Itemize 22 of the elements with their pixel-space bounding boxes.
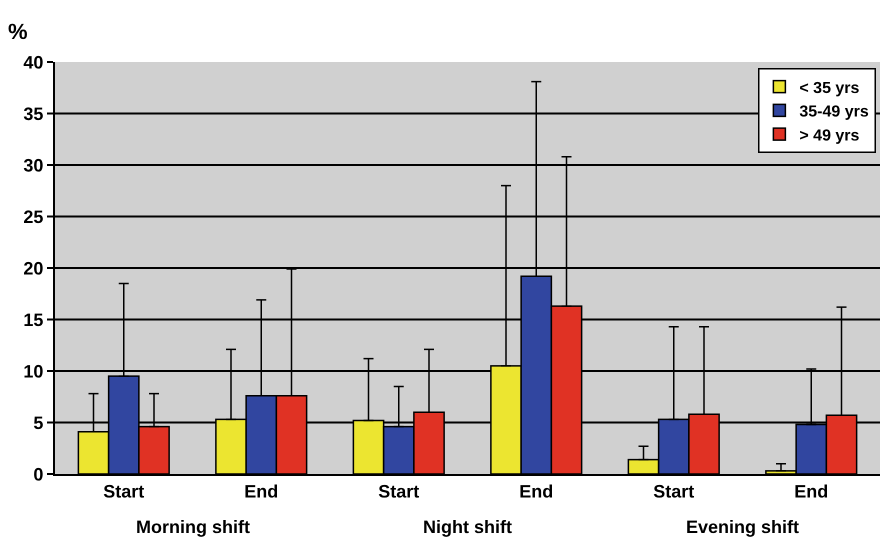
- x-tick-label: Start: [653, 482, 694, 502]
- y-tick-label: 5: [33, 412, 44, 433]
- text: Night shift: [423, 517, 512, 537]
- legend-label: > 49 yrs: [799, 127, 860, 144]
- x-tick-label: Start: [378, 482, 420, 502]
- text: Morning shift: [136, 517, 250, 537]
- legend-label: < 35 yrs: [799, 80, 860, 97]
- y-tick-label: 10: [23, 361, 44, 382]
- x-tick-label: End: [519, 482, 554, 502]
- legend-label: 35-49 yrs: [799, 104, 869, 121]
- y-tick-label: 40: [23, 52, 44, 72]
- y-tick-label: 25: [23, 206, 44, 227]
- text: Evening shift: [686, 517, 800, 537]
- y-axis-title: %: [8, 19, 28, 44]
- y-tick-label: 15: [23, 310, 44, 330]
- y-tick-label: 30: [23, 155, 44, 176]
- x-tick-label: End: [794, 482, 828, 502]
- y-tick-label: 0: [33, 464, 44, 484]
- y-tick-label: 35: [23, 104, 44, 124]
- x-tick-label: End: [244, 482, 278, 502]
- y-tick-label: 20: [23, 258, 44, 278]
- x-tick-label: Start: [103, 482, 144, 502]
